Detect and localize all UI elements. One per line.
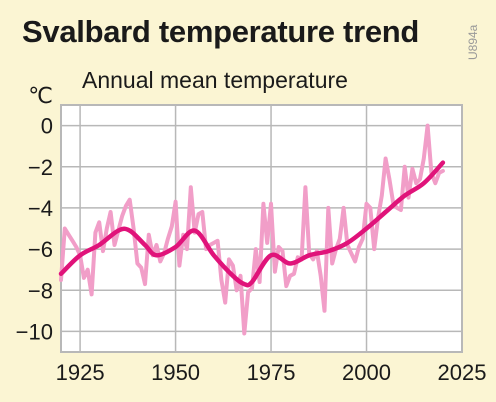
- x-tick-label: 1975: [247, 360, 296, 385]
- y-axis-unit: ℃: [28, 83, 53, 108]
- x-tick-label: 1950: [151, 360, 200, 385]
- x-tick-label: 1925: [56, 360, 105, 385]
- y-tick-label: 0: [41, 114, 53, 139]
- y-tick-label: −6: [28, 237, 53, 262]
- series-layer: [58, 123, 446, 336]
- y-tick-label: −10: [16, 319, 53, 344]
- y-tick-label: −4: [28, 196, 53, 221]
- axis-ticks: 1925 1950 1975 2000 2025 0 −2 −4 −6 −8 −10: [16, 114, 487, 385]
- y-tick-label: −2: [28, 155, 53, 180]
- chart-subtitle: Annual mean temperature: [82, 67, 348, 93]
- y-tick-label: −8: [28, 278, 53, 303]
- x-tick-label: 2025: [438, 360, 487, 385]
- trend-line: [58, 160, 446, 288]
- x-tick-label: 2000: [342, 360, 391, 385]
- chart-title: Svalbard temperature trend: [22, 14, 420, 49]
- annual-temperature-line: [59, 123, 445, 336]
